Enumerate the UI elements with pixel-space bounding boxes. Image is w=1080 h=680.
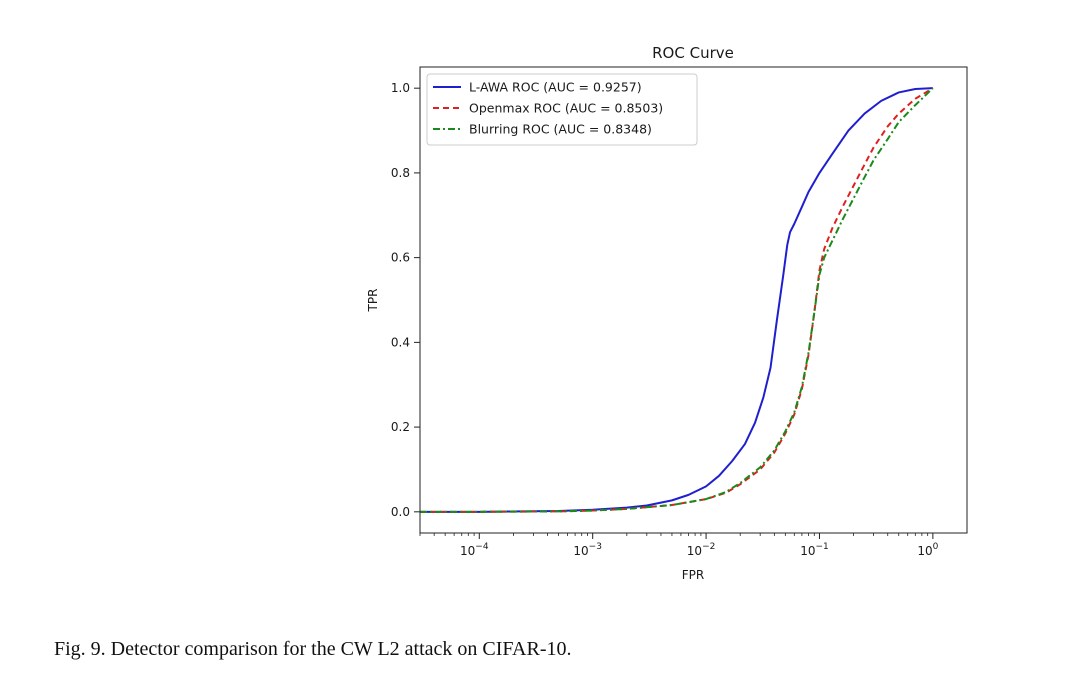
y-tick-label-6: 1.0 (391, 81, 410, 95)
series-line-1 (420, 87, 933, 513)
legend-box (426, 73, 698, 146)
y-tick-label-3: 0.4 (391, 335, 410, 349)
y-axis-label: TPR (366, 289, 380, 313)
series-line-3 (420, 87, 934, 513)
legend-label-1: L-AWA ROC (AUC = 0.9257) (469, 80, 642, 95)
x-tick-label-1: 10−4 (460, 542, 489, 558)
legend: L-AWA ROC (AUC = 0.9257) Openmax ROC (AUC… (426, 73, 698, 146)
y-tick-label-1: 0.0 (391, 505, 410, 519)
y-tick-label-2: 0.2 (391, 420, 410, 434)
series-line-2 (420, 87, 934, 513)
y-axis-ticks: 0.0 0.2 0.4 0.6 0.8 1.0 (391, 81, 420, 519)
x-tick-label-4: 10−1 (800, 542, 829, 558)
x-axis-ticks: 10−4 10−3 10−2 10−1 100 (419, 533, 939, 558)
legend-label-2: Openmax ROC (AUC = 0.8503) (469, 101, 663, 116)
chart-title: ROC Curve (652, 44, 734, 62)
figure-caption: Fig. 9. Detector comparison for the CW L… (54, 638, 572, 660)
plot-area (419, 66, 968, 534)
x-tick-label-3: 10−2 (687, 542, 716, 558)
y-tick-label-4: 0.6 (391, 251, 410, 265)
legend-label-3: Blurring ROC (AUC = 0.8348) (469, 122, 652, 137)
x-axis-label: FPR (682, 568, 704, 582)
plot-frame (419, 66, 968, 534)
series-group (420, 87, 934, 513)
y-tick-label-5: 0.8 (391, 166, 410, 180)
x-tick-label-2: 10−3 (573, 542, 602, 558)
x-tick-label-5: 100 (917, 542, 938, 558)
